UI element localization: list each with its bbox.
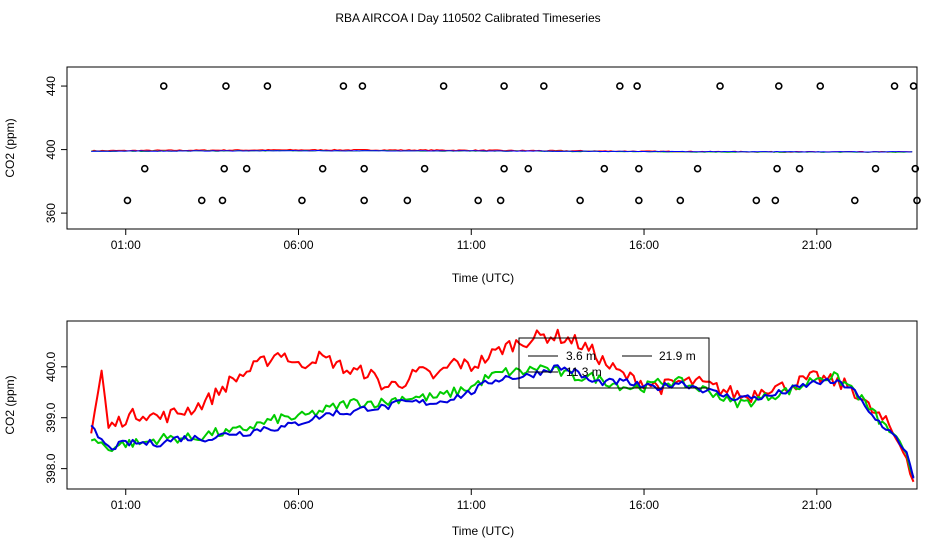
data-point-marker	[871, 164, 880, 173]
data-point-marker	[298, 196, 306, 205]
data-point-marker	[500, 82, 508, 90]
top-plot-frame	[66, 66, 918, 230]
data-point-marker	[752, 196, 761, 205]
data-point-marker	[500, 164, 508, 173]
data-point-marker	[913, 196, 921, 205]
data-point-marker	[600, 164, 609, 173]
data-point-marker	[197, 196, 206, 205]
data-point-marker	[773, 164, 781, 173]
x-tick-label: 16:00	[629, 498, 659, 512]
data-point-marker	[242, 164, 251, 173]
x-tick-label: 06:00	[283, 238, 313, 252]
series-line-blue	[91, 149, 913, 153]
bottom-y-axis-label: CO2 (ppm)	[3, 375, 17, 434]
series-line-21-9-m	[90, 328, 915, 483]
legend: 3.6 m 21.9 m 11.3 m	[518, 337, 710, 389]
data-point-marker	[420, 164, 429, 173]
data-point-marker	[693, 164, 702, 173]
data-point-marker	[774, 82, 783, 90]
top-y-axis: 360 400 440	[44, 76, 67, 223]
data-point-marker	[676, 196, 685, 205]
bottom-series-group	[90, 328, 915, 483]
data-point-marker	[911, 164, 920, 173]
data-point-marker	[403, 196, 412, 205]
data-point-marker	[220, 164, 229, 173]
data-point-marker	[496, 196, 505, 205]
x-tick-label: 21:00	[802, 238, 832, 252]
data-point-marker	[263, 82, 272, 90]
data-point-marker	[851, 196, 859, 205]
x-tick-label: 06:00	[283, 498, 313, 512]
legend-label-11-3m: 11.3 m	[566, 365, 602, 379]
series-line-3-6-m	[90, 364, 915, 478]
y-tick-label: 400.0	[44, 351, 58, 381]
x-tick-label: 11:00	[457, 238, 486, 252]
data-point-marker	[358, 82, 367, 90]
top-series-group	[91, 148, 913, 153]
data-point-marker	[318, 164, 327, 173]
data-point-marker	[771, 196, 780, 205]
data-point-marker	[218, 196, 227, 205]
data-point-marker	[360, 164, 368, 173]
top-panel: 01:00 06:00 11:00 16:00 21:00 360 400 440 Time…	[3, 66, 921, 285]
data-point-marker	[474, 196, 482, 205]
legend-label-3-6m: 3.6 m	[566, 349, 596, 363]
y-tick-label: 398.0	[44, 453, 58, 483]
data-point-marker	[576, 196, 584, 205]
series-line-11-3-m	[90, 364, 915, 479]
bottom-plot-frame	[66, 320, 918, 490]
data-point-marker	[635, 196, 643, 205]
data-point-marker	[222, 82, 230, 90]
data-point-marker	[140, 164, 149, 173]
x-tick-label: 11:00	[457, 498, 486, 512]
top-x-axis-label: Time (UTC)	[452, 271, 514, 285]
y-tick-label: 399.0	[44, 402, 58, 432]
top-markers-group	[123, 82, 921, 205]
data-point-marker	[159, 82, 168, 90]
y-tick-label: 400	[44, 139, 58, 159]
y-tick-label: 440	[44, 76, 58, 96]
data-point-marker	[909, 82, 918, 90]
data-point-marker	[816, 82, 825, 90]
bottom-x-axis-label: Time (UTC)	[452, 524, 514, 538]
data-point-marker	[524, 164, 533, 173]
data-point-marker	[123, 196, 132, 205]
data-point-marker	[439, 82, 448, 90]
data-point-marker	[633, 82, 641, 90]
legend-label-21-9m: 21.9 m	[659, 349, 696, 363]
data-point-marker	[795, 164, 804, 173]
legend-box	[518, 337, 710, 389]
bottom-panel: 01:00 06:00 11:00 16:00 21:00 398.0 399.0 400.…	[3, 320, 918, 538]
data-point-marker	[540, 82, 548, 90]
data-point-marker	[360, 196, 368, 205]
top-y-axis-label: CO2 (ppm)	[3, 118, 17, 177]
bottom-x-axis: 01:00 06:00 11:00 16:00 21:00	[111, 489, 832, 512]
y-tick-label: 360	[44, 203, 58, 223]
x-tick-label: 01:00	[111, 238, 141, 252]
x-tick-label: 21:00	[802, 498, 832, 512]
top-x-axis: 01:00 06:00 11:00 16:00 21:00	[111, 229, 832, 252]
bottom-y-axis: 398.0 399.0 400.0	[44, 351, 67, 484]
data-point-marker	[716, 82, 724, 90]
x-tick-label: 16:00	[629, 238, 659, 252]
data-point-marker	[635, 164, 643, 173]
x-tick-label: 01:00	[111, 498, 141, 512]
chart-title: RBA AIRCOA I Day 110502 Calibrated Times…	[335, 11, 600, 25]
data-point-marker	[890, 82, 899, 90]
data-point-marker	[339, 82, 348, 90]
data-point-marker	[616, 82, 624, 90]
